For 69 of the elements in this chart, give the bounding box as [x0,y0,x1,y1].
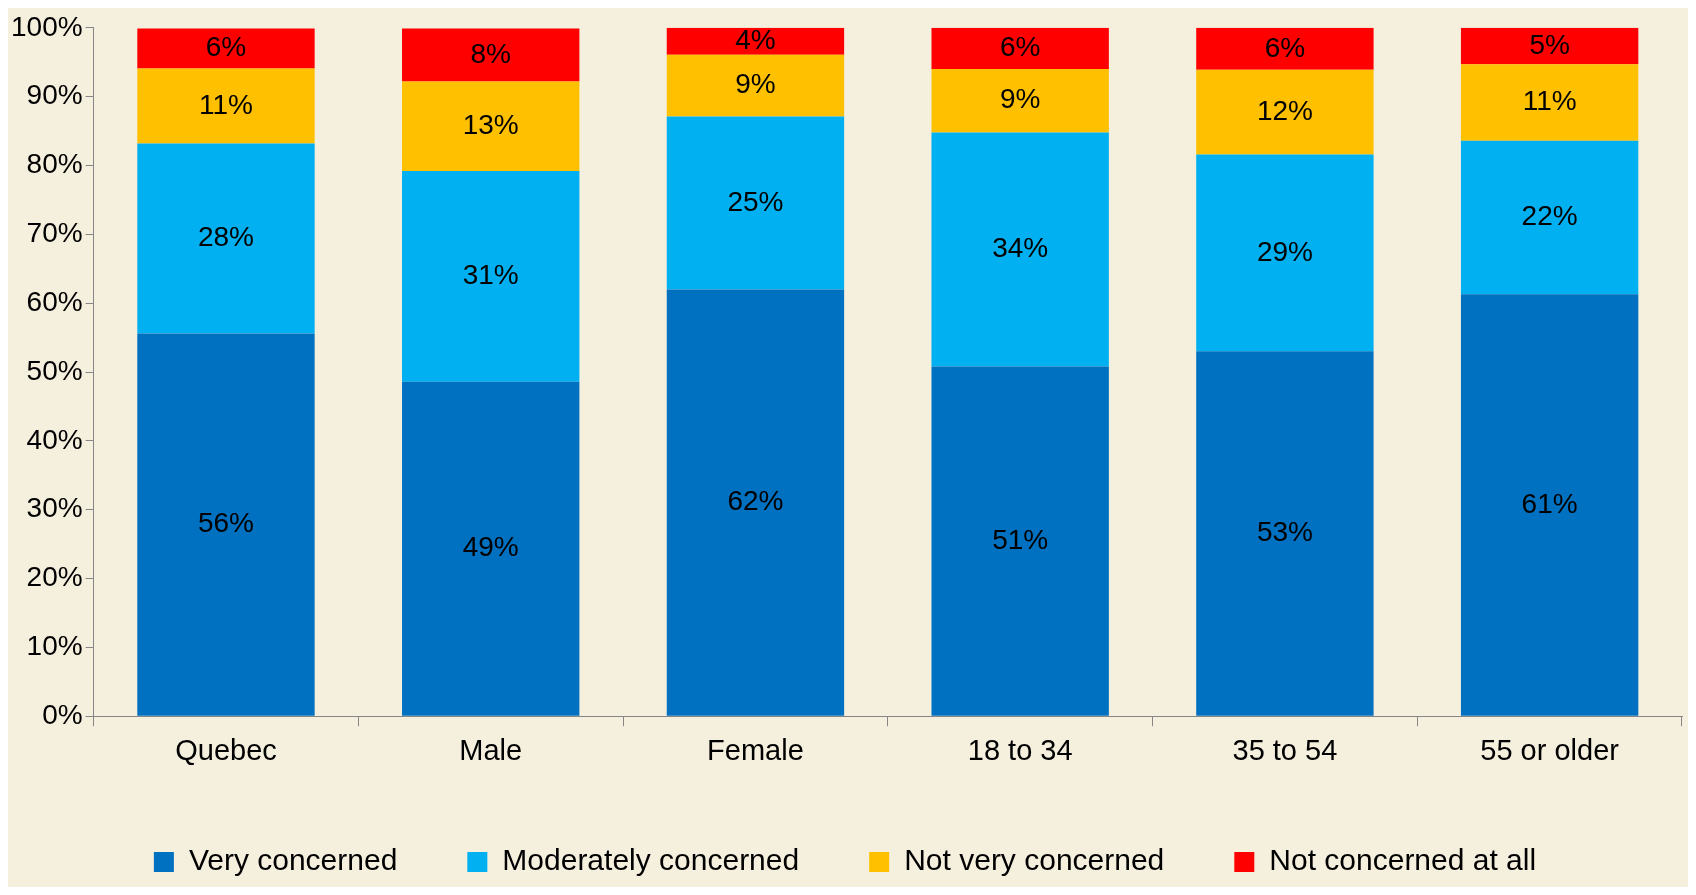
legend-label: Very concerned [188,843,398,877]
data-label: 56% [197,507,254,539]
data-label: 11% [1522,85,1577,117]
bar [1460,140,1639,295]
bar [931,132,1109,367]
data-label: 4% [735,23,776,55]
data-label: 51% [992,523,1049,555]
bar [402,81,580,171]
data-label: 8% [470,37,511,69]
bar [1196,27,1374,70]
legend-label: Moderately concerned [502,843,800,877]
bar [137,143,315,334]
x-tick-label: Quebec [175,733,277,766]
bar [666,116,845,290]
data-label: 12% [1256,94,1313,126]
y-tick-label: 70% [26,217,83,249]
y-tick-label: 40% [26,423,83,455]
data-label: 34% [992,232,1049,264]
data-label: 6% [1264,31,1306,63]
data-label: 29% [1256,235,1313,267]
bar [1460,64,1639,141]
bar [1196,351,1374,716]
bar [666,27,845,55]
data-label: 53% [1256,516,1313,548]
bar [1196,69,1374,155]
bar [1196,154,1374,352]
y-tick-label: 80% [26,148,83,180]
data-label: 6% [205,31,247,63]
data-label: 25% [727,185,784,217]
x-tick-label: 55 or older [1480,733,1620,766]
legend-label: Not very concerned [904,843,1165,877]
data-label: 9% [999,83,1041,115]
data-label: 11% [198,88,253,120]
data-label: 49% [462,531,519,563]
y-tick-label: 100% [10,10,83,42]
y-tick-label: 0% [42,698,83,730]
bar [137,68,315,144]
bar [402,381,580,716]
y-tick-label: 30% [26,492,83,524]
data-label: 31% [462,259,519,291]
bar [1460,27,1639,65]
x-tick-label: 18 to 34 [967,733,1073,766]
data-label: 13% [462,108,519,140]
y-tick-label: 10% [26,630,83,662]
data-label: 9% [735,68,776,100]
bar [931,27,1109,70]
bar [1460,294,1639,716]
bar [137,28,315,69]
bar [402,170,580,382]
y-tick-label: 60% [26,285,83,317]
y-tick-label: 90% [26,79,83,111]
bar [402,28,580,82]
legend-label: Not concerned at all [1269,843,1537,877]
data-label: 62% [727,485,784,517]
bar [666,289,845,716]
x-tick-label: Male [459,733,523,766]
data-label: 61% [1521,487,1578,519]
y-tick-label: 20% [26,561,83,593]
bar [137,333,315,716]
x-tick-label: 35 to 54 [1232,733,1338,766]
data-label: 5% [1529,28,1570,60]
data-label: 6% [999,31,1041,63]
x-tick-label: Female [707,733,804,766]
y-tick-label: 50% [26,354,83,386]
bar [666,54,845,117]
bar [931,69,1109,133]
bar [931,366,1109,716]
data-label: 28% [197,221,254,253]
data-label: 22% [1521,200,1578,232]
